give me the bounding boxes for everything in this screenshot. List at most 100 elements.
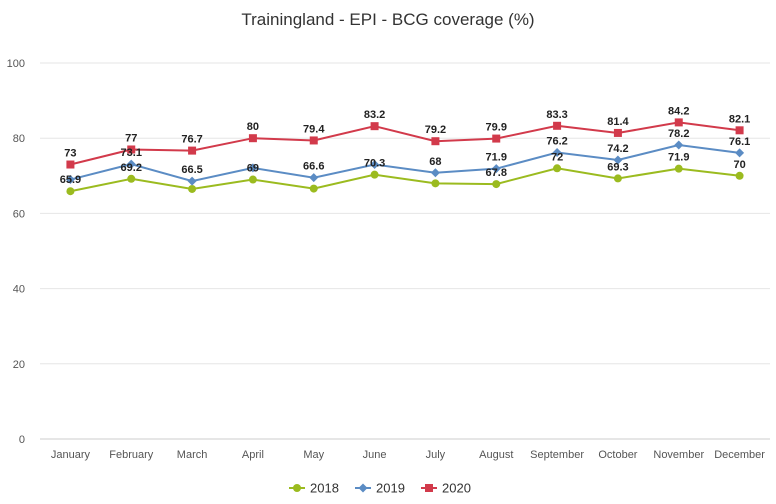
- data-label: 70: [733, 159, 745, 171]
- series-layer: [65, 118, 745, 196]
- data-label: 76.1: [729, 136, 750, 148]
- series-2020: [66, 118, 744, 169]
- data-point: [613, 174, 622, 183]
- x-tick-label: October: [598, 449, 637, 461]
- data-label: 66.5: [181, 164, 202, 176]
- data-point: [126, 159, 136, 169]
- data-point: [735, 148, 745, 158]
- data-point: [309, 173, 319, 183]
- data-label: 80: [247, 121, 259, 133]
- data-point: [370, 170, 379, 179]
- data-label: 67.8: [486, 167, 507, 179]
- data-point: [309, 136, 318, 145]
- data-point: [127, 145, 136, 154]
- y-tick-label: 100: [7, 58, 25, 70]
- x-tick-label: June: [363, 449, 387, 461]
- data-label: 81.4: [607, 116, 629, 128]
- data-labels: 65.9 69.2 69 70.3 67.8 72 69.3 71.9 70 73.1 66.5 66…: [60, 105, 751, 186]
- x-tick-label: November: [653, 449, 704, 461]
- data-point: [735, 171, 744, 180]
- data-point: [431, 137, 440, 146]
- legend-label: 2018: [310, 481, 339, 496]
- legend-marker: [293, 484, 301, 492]
- data-point: [430, 168, 440, 178]
- data-label: 74.2: [607, 143, 628, 155]
- grid-lines: [40, 62, 770, 440]
- data-point: [370, 160, 380, 170]
- data-label: 76.7: [181, 134, 202, 146]
- x-tick-label: May: [303, 449, 324, 461]
- data-point: [552, 147, 562, 157]
- data-point: [188, 184, 197, 193]
- data-point: [553, 164, 562, 173]
- data-label: 77: [125, 132, 137, 144]
- series-line: [70, 143, 740, 183]
- data-label: 73: [64, 148, 76, 160]
- data-label: 72: [551, 151, 563, 163]
- data-label: 79.4: [303, 123, 325, 135]
- legend-label: 2020: [442, 481, 471, 496]
- legend-label: 2019: [376, 481, 405, 496]
- data-point: [66, 187, 75, 196]
- chart-title: Trainingland - EPI - BCG coverage (%): [241, 10, 534, 29]
- data-point: [674, 140, 684, 150]
- data-point: [370, 122, 379, 131]
- data-point: [127, 174, 136, 183]
- data-label: 68: [429, 156, 441, 168]
- x-tick-label: December: [714, 449, 765, 461]
- data-point: [66, 160, 75, 169]
- data-label: 79.2: [425, 124, 446, 136]
- legend-marker: [358, 483, 368, 493]
- data-point: [248, 163, 258, 173]
- data-label: 73.1: [121, 147, 142, 159]
- data-label: 66.6: [303, 161, 324, 173]
- legend-marker: [425, 484, 433, 492]
- series-line: [70, 167, 740, 193]
- series-2018: [66, 164, 744, 196]
- data-label: 79.9: [486, 122, 507, 134]
- data-label: 84.2: [668, 105, 689, 117]
- x-tick-label: July: [426, 449, 446, 461]
- series-line: [70, 121, 740, 166]
- y-tick-label: 40: [13, 284, 25, 296]
- y-tick-label: 20: [13, 359, 25, 371]
- data-label: 69.3: [607, 161, 628, 173]
- y-tick-label: 0: [19, 434, 25, 446]
- data-label: 71.9: [668, 152, 689, 164]
- data-point: [188, 146, 197, 155]
- data-label: 83.2: [364, 109, 385, 121]
- x-tick-label: September: [530, 449, 584, 461]
- legend-item-2018[interactable]: 2018: [289, 481, 339, 496]
- data-point: [492, 180, 501, 189]
- data-point: [674, 164, 683, 173]
- data-label: 76.2: [546, 135, 567, 147]
- data-point: [431, 179, 440, 188]
- legend-item-2020[interactable]: 2020: [421, 481, 471, 496]
- data-point: [492, 134, 501, 143]
- y-tick-label: 60: [13, 208, 25, 220]
- x-tick-label: April: [242, 449, 264, 461]
- data-point: [613, 128, 622, 137]
- legend-item-2019[interactable]: 2019: [355, 481, 405, 496]
- data-point: [674, 118, 683, 127]
- data-point: [309, 184, 318, 193]
- data-label: 70.3: [364, 158, 385, 170]
- data-point: [248, 175, 257, 184]
- data-point: [613, 155, 623, 165]
- data-label: 65.9: [60, 174, 81, 186]
- x-tick-label: August: [479, 449, 513, 461]
- series-2019: [65, 140, 745, 186]
- data-point: [65, 175, 75, 185]
- legend[interactable]: 2018 2019 2020: [289, 481, 471, 496]
- y-axis-ticks: 0 20 40 60 80 100: [7, 58, 25, 446]
- data-point: [735, 126, 744, 135]
- x-tick-label: January: [51, 449, 91, 461]
- x-axis-ticks: January February March April May June July Augu…: [51, 449, 765, 461]
- x-tick-label: March: [177, 449, 208, 461]
- data-label: 82.1: [729, 113, 750, 125]
- data-label: 69: [247, 163, 259, 175]
- data-point: [248, 134, 257, 143]
- data-label: 71.9: [486, 152, 507, 164]
